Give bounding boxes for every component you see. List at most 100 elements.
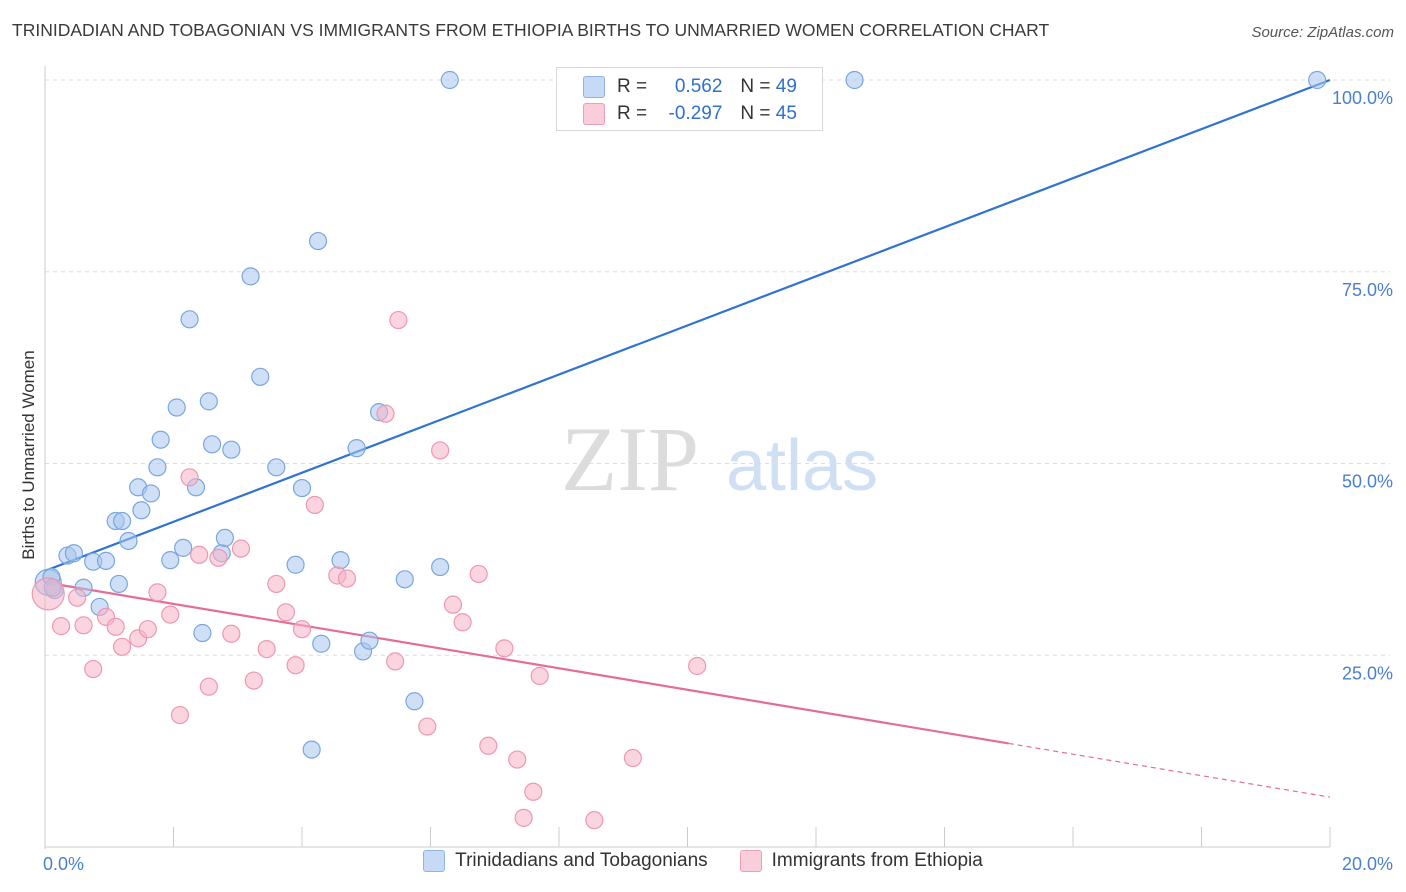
point-trinidadians bbox=[331, 551, 350, 570]
point-ethiopia bbox=[479, 736, 498, 755]
point-trinidadians bbox=[431, 557, 450, 577]
point-ethiopia bbox=[161, 605, 180, 624]
point-trinidadians bbox=[64, 544, 84, 563]
legend-row-pink: R = -0.297 N = 45 bbox=[583, 101, 797, 127]
legend-swatch-blue bbox=[423, 850, 446, 872]
point-ethiopia bbox=[386, 652, 405, 671]
point-trinidadians bbox=[845, 70, 864, 90]
point-trinidadians bbox=[119, 531, 138, 551]
point-trinidadians bbox=[251, 367, 270, 386]
point-trinidadians bbox=[151, 430, 170, 449]
r-label: R = bbox=[617, 76, 648, 97]
legend-label-trinidadians: Trinidadians and Tobagonians bbox=[455, 850, 708, 871]
y-tick-label: 75.0% bbox=[1342, 280, 1393, 300]
point-ethiopia bbox=[389, 310, 408, 330]
point-ethiopia bbox=[305, 495, 324, 515]
point-ethiopia bbox=[469, 564, 488, 584]
point-ethiopia bbox=[623, 748, 642, 768]
grid-lines bbox=[45, 79, 1390, 656]
chart-title: TRINIDADIAN AND TOBAGONIAN VS IMMIGRANTS… bbox=[12, 20, 1050, 40]
point-ethiopia bbox=[170, 705, 190, 725]
n-label: N = bbox=[740, 76, 771, 97]
n-value-blue: 49 bbox=[775, 76, 797, 97]
r-label: R = bbox=[617, 103, 648, 124]
point-ethiopia bbox=[418, 717, 437, 736]
point-ethiopia bbox=[84, 659, 103, 679]
axes bbox=[44, 66, 1331, 849]
point-ethiopia bbox=[431, 441, 450, 460]
point-trinidadians bbox=[141, 484, 161, 503]
point-ethiopia bbox=[112, 637, 132, 656]
point-ethiopia bbox=[180, 468, 199, 487]
legend-label-ethiopia: Immigrants from Ethiopia bbox=[771, 850, 983, 871]
x-tick-label: 20.0% bbox=[1342, 854, 1393, 874]
point-ethiopia bbox=[530, 666, 549, 686]
point-trinidadians bbox=[1308, 70, 1327, 90]
point-ethiopia bbox=[222, 624, 241, 643]
point-trinidadians bbox=[347, 439, 366, 458]
point-trinidadians bbox=[302, 740, 321, 759]
point-trinidadians bbox=[360, 631, 379, 650]
point-ethiopia bbox=[514, 808, 533, 827]
legend-item-ethiopia: Immigrants from Ethiopia bbox=[739, 850, 983, 872]
point-ethiopia bbox=[51, 617, 71, 636]
point-ethiopia bbox=[524, 782, 543, 801]
trend-line-ethiopia-extension bbox=[1008, 742, 1331, 798]
point-trinidadians bbox=[193, 623, 212, 643]
legend-row-blue: R = 0.562 N = 49 bbox=[583, 74, 797, 100]
data-points bbox=[31, 70, 1327, 830]
point-ethiopia bbox=[231, 539, 251, 558]
point-trinidadians bbox=[440, 70, 459, 90]
trend-lines bbox=[44, 78, 1331, 798]
y-tick-label: 100.0% bbox=[1332, 88, 1393, 108]
point-ethiopia bbox=[74, 616, 93, 635]
source-label: Source: ZipAtlas.com bbox=[1251, 24, 1394, 41]
point-ethiopia bbox=[267, 574, 286, 594]
point-ethiopia bbox=[209, 548, 228, 567]
point-ethiopia bbox=[68, 588, 87, 607]
point-trinidadians bbox=[292, 478, 312, 498]
n-value-pink: 45 bbox=[775, 103, 797, 124]
point-ethiopia bbox=[688, 656, 707, 676]
point-trinidadians bbox=[395, 570, 414, 589]
point-ethiopia bbox=[148, 583, 167, 602]
watermark-zip: ZIP bbox=[561, 408, 699, 510]
r-value-blue: 0.562 bbox=[674, 76, 723, 97]
point-ethiopia bbox=[495, 639, 514, 658]
point-trinidadians bbox=[286, 555, 305, 574]
point-ethiopia bbox=[244, 671, 263, 690]
y-tick-label: 50.0% bbox=[1342, 472, 1393, 492]
watermark: ZIP atlas bbox=[561, 408, 878, 510]
x-tick-label: 0.0% bbox=[43, 854, 84, 874]
trend-line-ethiopia bbox=[44, 581, 1009, 745]
point-trinidadians bbox=[222, 440, 241, 459]
point-ethiopia bbox=[257, 640, 276, 659]
point-ethiopia bbox=[31, 577, 65, 611]
point-trinidadians bbox=[161, 551, 180, 570]
point-trinidadians bbox=[132, 501, 151, 520]
point-ethiopia bbox=[286, 656, 305, 675]
point-ethiopia bbox=[190, 545, 209, 564]
correlation-legend: R = 0.562 N = 49 R = -0.297 N = 45 bbox=[556, 67, 823, 131]
point-ethiopia bbox=[453, 613, 472, 632]
legend-swatch-pink bbox=[583, 103, 605, 125]
point-ethiopia bbox=[376, 404, 395, 423]
point-trinidadians bbox=[202, 435, 222, 454]
tick-labels: 25.0% 50.0% 75.0% 100.0% 0.0% 20.0% bbox=[43, 88, 1393, 874]
y-axis-label: Births to Unmarried Women bbox=[19, 350, 38, 559]
watermark-atlas: atlas bbox=[726, 426, 878, 506]
legend-item-trinidadians: Trinidadians and Tobagonians bbox=[423, 850, 708, 872]
point-trinidadians bbox=[148, 458, 167, 477]
point-trinidadians bbox=[180, 310, 199, 329]
point-trinidadians bbox=[241, 267, 260, 286]
point-trinidadians bbox=[405, 692, 424, 711]
point-trinidadians bbox=[215, 528, 234, 547]
point-trinidadians bbox=[112, 511, 132, 531]
trend-line-trinidadians bbox=[44, 78, 1331, 572]
point-trinidadians bbox=[199, 392, 218, 411]
series-legend: Trinidadians and Tobagonians Immigrants … bbox=[0, 850, 1406, 872]
point-ethiopia bbox=[199, 677, 218, 696]
point-ethiopia bbox=[443, 595, 463, 614]
legend-swatch-pink bbox=[739, 850, 762, 872]
